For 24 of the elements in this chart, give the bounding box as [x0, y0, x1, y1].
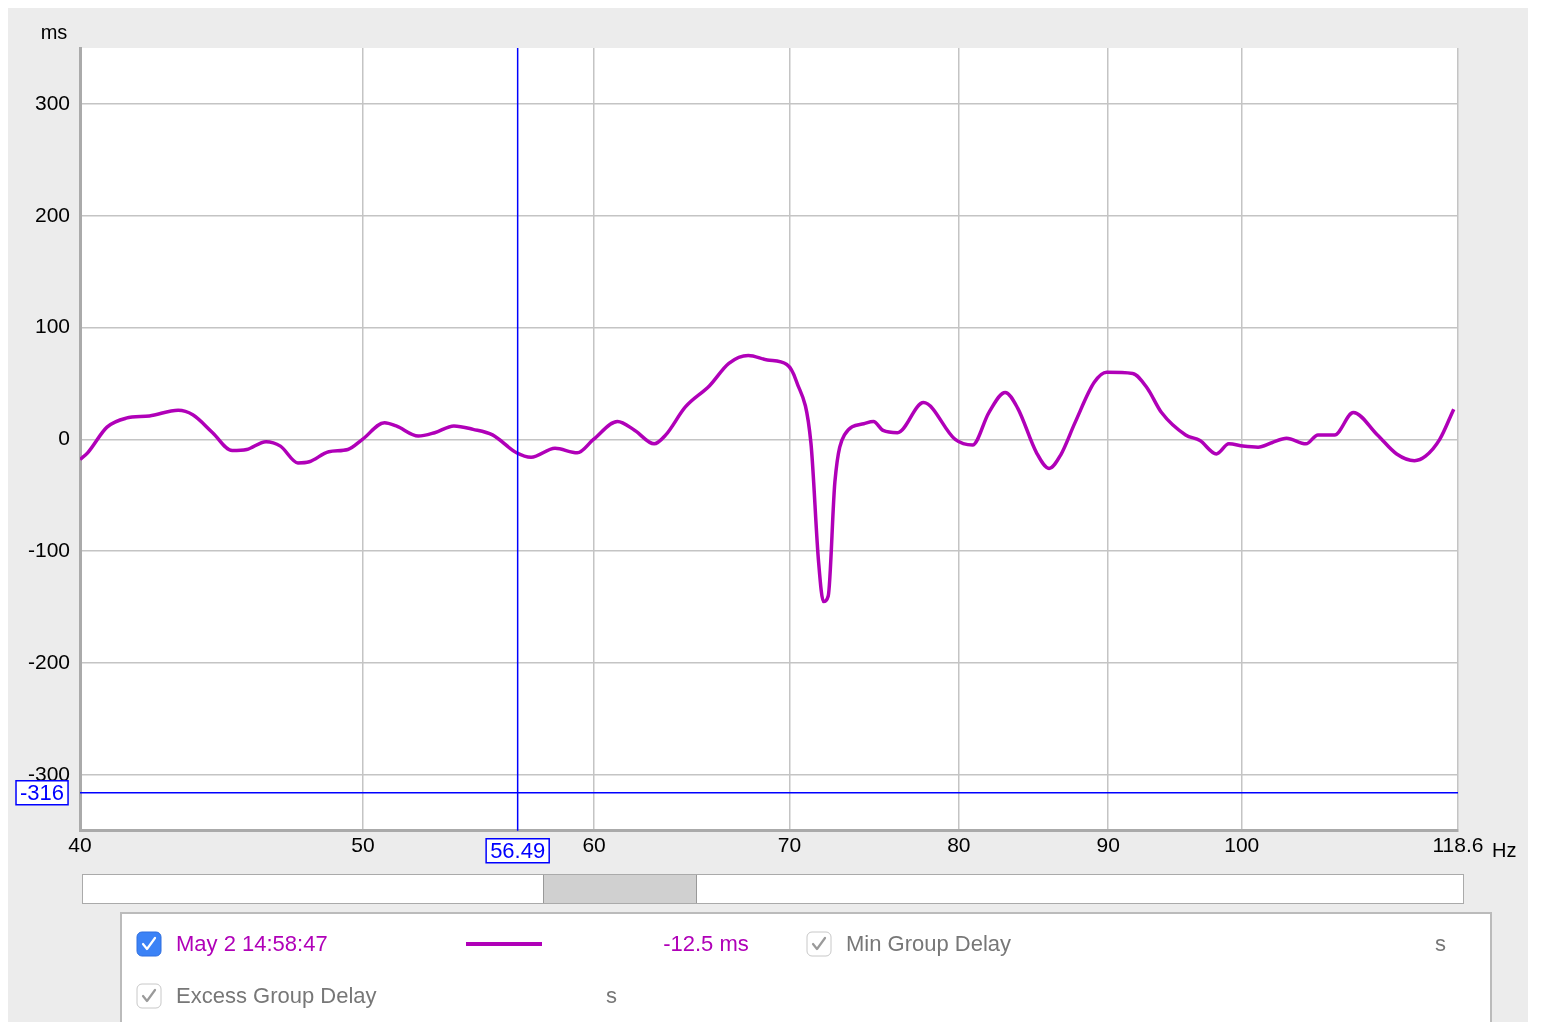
- x-tick-label: 80: [947, 833, 971, 857]
- x-tick-label: 50: [351, 833, 375, 857]
- text: -12.5 ms: [663, 931, 749, 957]
- y-tick-label: -200: [28, 649, 71, 673]
- text: Excess Group Delay: [176, 983, 377, 1009]
- y-tick-label: 300: [34, 90, 71, 114]
- text: Min Group Delay: [846, 931, 1012, 957]
- x-tick-label: 60: [582, 833, 606, 857]
- x-tick-label: 40: [68, 833, 92, 857]
- y-tick-label: -100: [28, 538, 71, 562]
- text: May 2 14:58:47: [176, 931, 328, 957]
- x-tick-label: 70: [777, 833, 802, 857]
- ref-line-label: 56.49: [490, 837, 546, 863]
- y-tick-label: 200: [34, 202, 71, 226]
- x-tick-label: 90: [1096, 833, 1120, 857]
- y-tick-label: 0: [58, 426, 71, 450]
- ref-line-label: -316: [20, 779, 65, 805]
- y-axis-title: ms: [40, 20, 68, 43]
- x-tick-label: 100: [1224, 833, 1260, 857]
- x-tick-label: 118.6: [1432, 833, 1484, 857]
- y-tick-label: 100: [34, 314, 71, 338]
- x-axis-title: Hz: [1492, 839, 1517, 862]
- text: s: [1435, 931, 1446, 957]
- text: s: [606, 983, 617, 1009]
